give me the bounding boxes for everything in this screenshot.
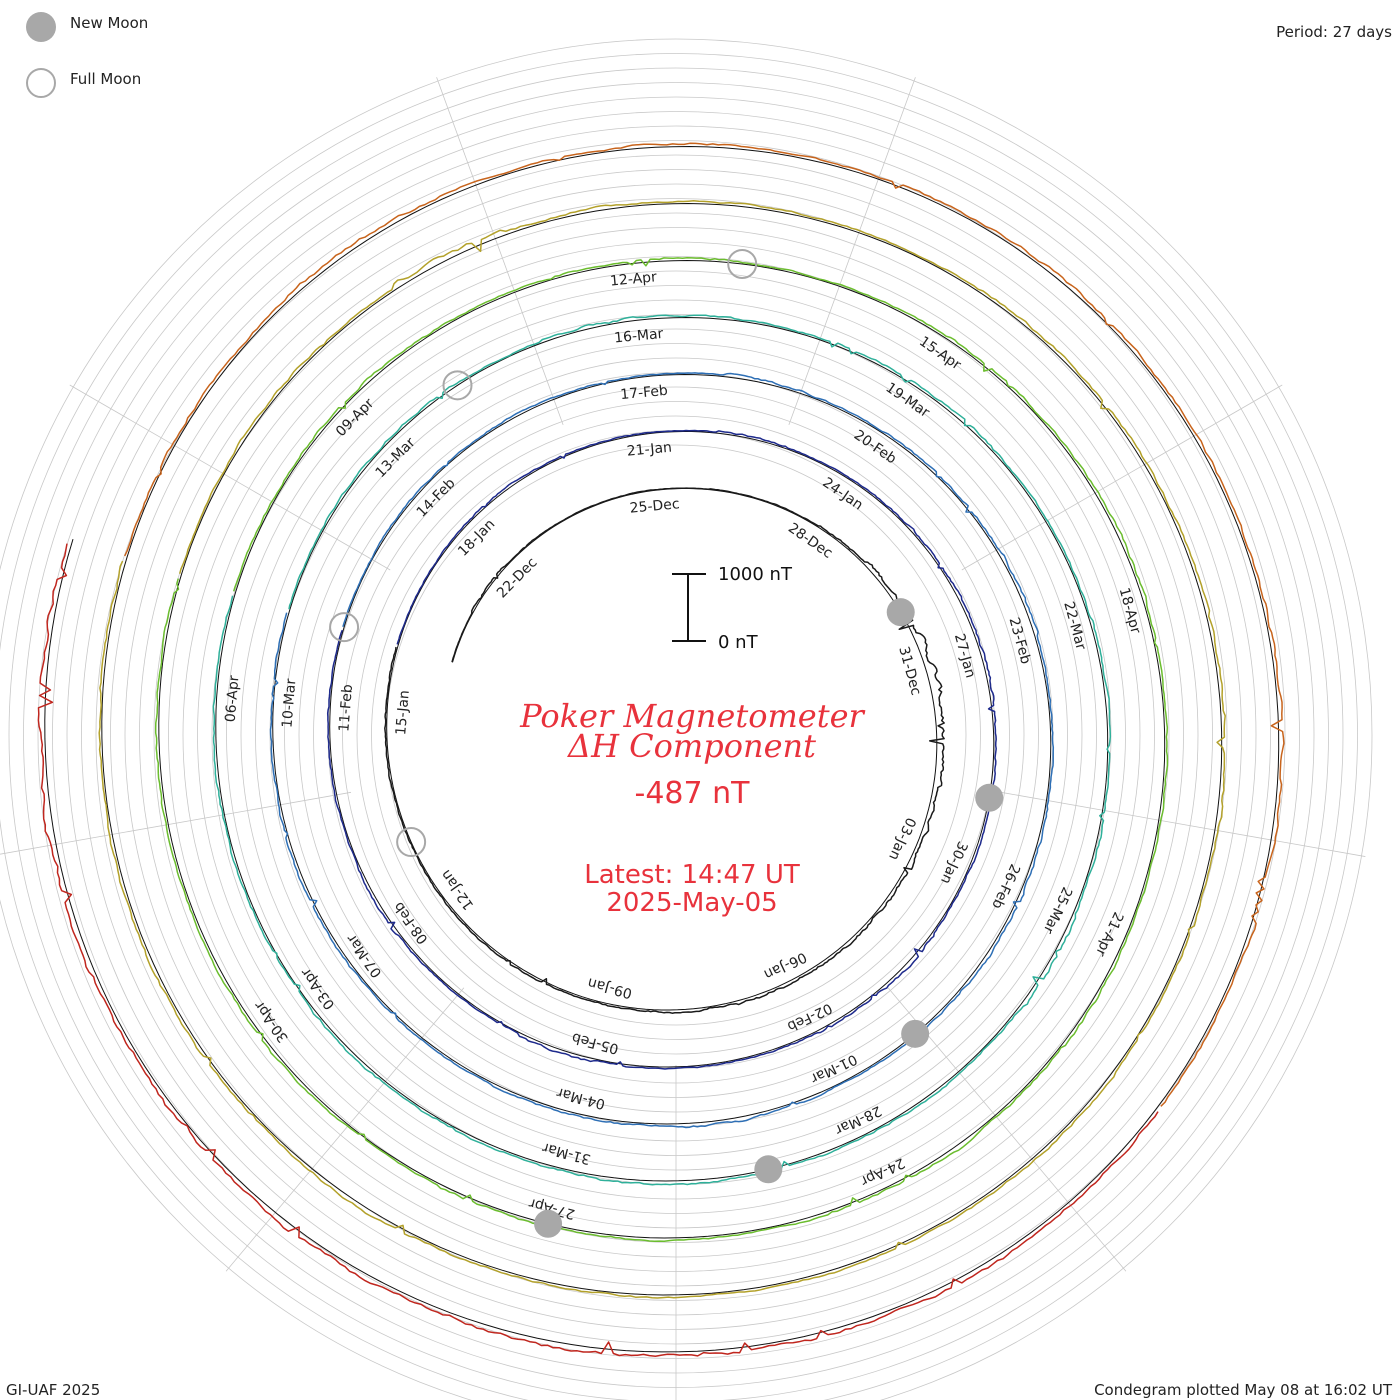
grid-circle — [356, 415, 996, 1055]
date-label: 11-Feb — [336, 684, 356, 733]
scale-bar: 1000 nT 0 nT — [672, 564, 793, 653]
date-label: 01-Mar — [808, 1051, 860, 1087]
new-moon-marker — [975, 783, 1004, 812]
scale-top-label: 1000 nT — [718, 564, 793, 585]
date-label: 20-Feb — [851, 427, 899, 467]
date-label: 02-Feb — [784, 999, 834, 1034]
series-trace-6 — [98, 200, 1226, 1299]
chart-subtitle: ΔH Component — [566, 727, 816, 765]
radial-line — [436, 77, 564, 426]
date-label: 19-Mar — [883, 380, 933, 421]
new-moon-marker — [534, 1209, 563, 1238]
full-moon-legend-icon — [26, 68, 56, 98]
radial-day-lines — [0, 77, 1366, 1400]
moon-phase-markers — [329, 248, 1004, 1238]
footer-credit: GI-UAF 2025 — [6, 1381, 100, 1399]
new-moon-marker — [754, 1155, 783, 1184]
series-trace-3 — [269, 372, 1055, 1129]
date-label: 22-Mar — [1060, 600, 1089, 652]
date-label: 18-Apr — [1116, 586, 1144, 636]
series-trace-2 — [326, 429, 997, 1070]
date-label: 03-Jan — [885, 815, 918, 863]
date-label: 06-Apr — [223, 675, 243, 723]
period-label: Period: 27 days — [1276, 23, 1392, 41]
date-label: 26-Feb — [988, 861, 1022, 911]
footer-plotted-time: Condegram plotted May 08 at 16:02 UT — [1094, 1381, 1393, 1399]
radial-line — [225, 987, 465, 1272]
date-label: 25-Mar — [1040, 884, 1075, 936]
date-label: 03-Apr — [298, 965, 338, 1013]
baseline-spiral — [44, 145, 1280, 1353]
date-label: 31-Dec — [895, 645, 924, 697]
date-label: 17-Feb — [620, 383, 669, 403]
date-label: 28-Mar — [832, 1102, 884, 1138]
scale-bottom-label: 0 nT — [718, 632, 759, 653]
date-label: 08-Feb — [391, 899, 432, 947]
date-label: 14-Feb — [414, 475, 459, 520]
full-moon-marker — [396, 827, 427, 858]
date-label: 31-Mar — [541, 1139, 593, 1167]
full-moon-legend-label: Full Moon — [70, 70, 141, 88]
series-trace-1 — [384, 487, 945, 1014]
radial-line — [0, 791, 352, 855]
new-moon-marker — [901, 1019, 930, 1048]
series-trace-7 — [124, 142, 1285, 1107]
date-label: 04-Mar — [555, 1084, 607, 1112]
radial-line — [1000, 791, 1366, 857]
series-trace-4 — [212, 314, 1112, 1186]
radial-line — [69, 384, 391, 571]
date-label: 18-Jan — [455, 516, 498, 559]
date-label: 25-Dec — [629, 496, 680, 517]
radial-line — [788, 77, 916, 426]
date-label: 12-Jan — [438, 867, 477, 913]
date-label: 21-Jan — [626, 440, 673, 460]
baseline-spiral-line — [44, 145, 1280, 1353]
full-moon-marker — [329, 612, 360, 643]
date-label: 16-Mar — [613, 326, 664, 347]
grid-circle — [0, 38, 1373, 1400]
center-panel: Poker Magnetometer ΔH Component -487 nT … — [519, 697, 865, 918]
date-label: 15-Jan — [393, 689, 413, 735]
new-moon-legend-label: New Moon — [70, 14, 148, 32]
date-label: 12-Apr — [609, 269, 657, 289]
date-label: 07-Mar — [344, 931, 386, 981]
magnetometer-traces — [37, 142, 1285, 1357]
new-moon-legend-icon — [26, 12, 56, 42]
current-value: -487 nT — [635, 776, 751, 811]
chart-title: Poker Magnetometer — [519, 697, 865, 735]
series-trace-8 — [37, 543, 1159, 1357]
radial-line — [961, 384, 1283, 571]
date-label: 23-Feb — [1005, 616, 1033, 666]
date-label: 09-Jan — [586, 974, 634, 1001]
date-label: 22-Dec — [494, 555, 541, 602]
date-label: 15-Apr — [916, 334, 964, 374]
latest-time: Latest: 14:47 UT — [584, 860, 800, 890]
date-label: 28-Dec — [785, 520, 835, 562]
new-moon-marker — [886, 598, 915, 627]
grid-circle — [0, 53, 1358, 1400]
date-label: 10-Mar — [279, 678, 299, 729]
series-trace-5 — [154, 256, 1169, 1242]
full-moon-marker — [442, 370, 473, 401]
date-label: 09-Apr — [333, 395, 377, 440]
legend: New Moon Full Moon — [26, 12, 148, 98]
grid-circle — [8, 67, 1344, 1400]
full-moon-marker — [727, 248, 758, 279]
latest-date: 2025-May-05 — [606, 888, 777, 918]
